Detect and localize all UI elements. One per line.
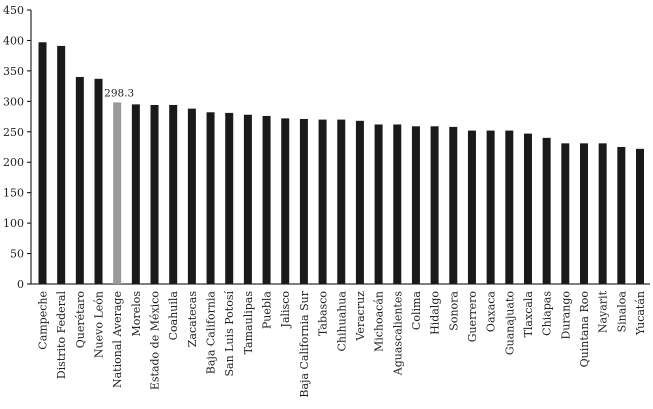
bar-aguascalientes — [393, 124, 402, 284]
x-tick-label: Puebla — [261, 291, 274, 330]
bar-nuevo-leon — [94, 78, 103, 284]
bar-puebla — [262, 115, 271, 284]
x-tick-label: Distrito Federal — [55, 291, 68, 380]
y-tick-label: 0 — [17, 278, 24, 291]
x-tick-label: Morelos — [130, 291, 143, 337]
bar-jalisco — [281, 118, 290, 284]
bar-sonora — [449, 126, 458, 284]
x-tick-label: Nuevo León — [93, 291, 106, 358]
bar-estado-de-mexico — [150, 104, 159, 285]
y-tick-label: 350 — [3, 65, 24, 78]
bar-baja-california-sur — [299, 118, 308, 285]
y-tick-label: 250 — [3, 126, 24, 139]
bar-coahuila — [169, 104, 178, 285]
bar-morelos — [131, 104, 140, 284]
y-tick-label: 300 — [3, 95, 24, 108]
x-tick-label: Oaxaca — [485, 291, 498, 332]
x-tick-label: National Average — [111, 291, 124, 388]
x-tick-label: Yucatán — [634, 291, 647, 336]
y-tick-label: 400 — [3, 34, 24, 47]
bar-hidalgo — [430, 126, 439, 284]
bar-campeche — [38, 42, 47, 284]
bar-durango — [561, 143, 570, 284]
x-tick-label: Campeche — [37, 291, 50, 350]
x-tick-label: Querétaro — [74, 291, 87, 349]
bar-yucatan — [636, 148, 644, 284]
x-tick-label: Veracruz — [354, 291, 367, 342]
bar-san-luis-potosi — [225, 112, 234, 285]
bar-guerrero — [467, 130, 476, 284]
x-tick-label: Baja California — [205, 291, 218, 375]
x-tick-label: Jalisco — [279, 291, 292, 329]
y-tick-label: 100 — [3, 217, 24, 230]
bar-queretaro — [75, 76, 84, 284]
bar-nayarit — [598, 143, 607, 284]
bar-guanajuato — [505, 130, 514, 284]
bar-tamaulipas — [243, 114, 252, 284]
x-tick-label: Coahuila — [167, 291, 180, 341]
x-tick-label: Guanajuato — [503, 291, 516, 356]
bar-distrito-federal — [57, 45, 66, 284]
y-tick-label: 150 — [3, 187, 24, 200]
x-tick-label: Quintana Roo — [578, 291, 591, 368]
y-tick-label: 50 — [10, 248, 24, 261]
x-tick-label: Guerrero — [466, 291, 479, 343]
x-tick-label: Chihuahua — [335, 291, 348, 352]
x-tick-label: Aguascalientes — [391, 291, 404, 377]
y-axis-ticks: 0 50 100 150 200 250 300 350 400 450 — [3, 4, 31, 291]
bar-national-average — [113, 102, 122, 285]
bar-baja-california — [206, 112, 215, 284]
x-axis-labels: Campeche Distrito Federal Querétaro Nuevo L… — [37, 290, 648, 397]
x-tick-label: Estado de México — [149, 291, 162, 391]
y-tick-label: 200 — [3, 156, 24, 169]
bar-chiapas — [542, 137, 551, 284]
data-labels: 298.3 — [104, 87, 134, 99]
x-tick-label: Sonora — [447, 291, 460, 331]
data-label: 298.3 — [104, 87, 134, 99]
bar-zacatecas — [187, 108, 196, 284]
x-tick-label: San Luis Potosí — [223, 291, 236, 377]
x-tick-label: Chiapas — [541, 291, 554, 336]
bar-chihuahua — [337, 119, 346, 284]
bar-sinaloa — [617, 147, 626, 284]
x-tick-label: Colima — [410, 291, 423, 331]
x-tick-label: Hidalgo — [429, 291, 442, 335]
x-tick-label: Sinaloa — [615, 291, 628, 333]
x-tick-label: Tabasco — [317, 291, 330, 336]
bars — [38, 42, 644, 285]
bar-tabasco — [318, 119, 327, 284]
x-tick-label: Baja California Sur — [298, 290, 311, 397]
x-tick-label: Zacatecas — [186, 291, 199, 348]
x-tick-label: Tlaxcala — [522, 291, 535, 338]
bar-tlaxcala — [523, 133, 532, 284]
y-tick-label: 450 — [3, 4, 24, 17]
bar-veracruz — [355, 120, 364, 284]
x-tick-label: Tamaulipas — [242, 291, 255, 355]
bar-colima — [411, 126, 420, 284]
x-tick-label: Michoacán — [373, 291, 386, 352]
bar-michoacan — [374, 124, 383, 284]
x-tick-label: Durango — [559, 291, 572, 340]
x-tick-label: Nayarit — [597, 290, 610, 333]
bar-quintana-roo — [579, 143, 588, 284]
bar-oaxaca — [486, 130, 495, 284]
